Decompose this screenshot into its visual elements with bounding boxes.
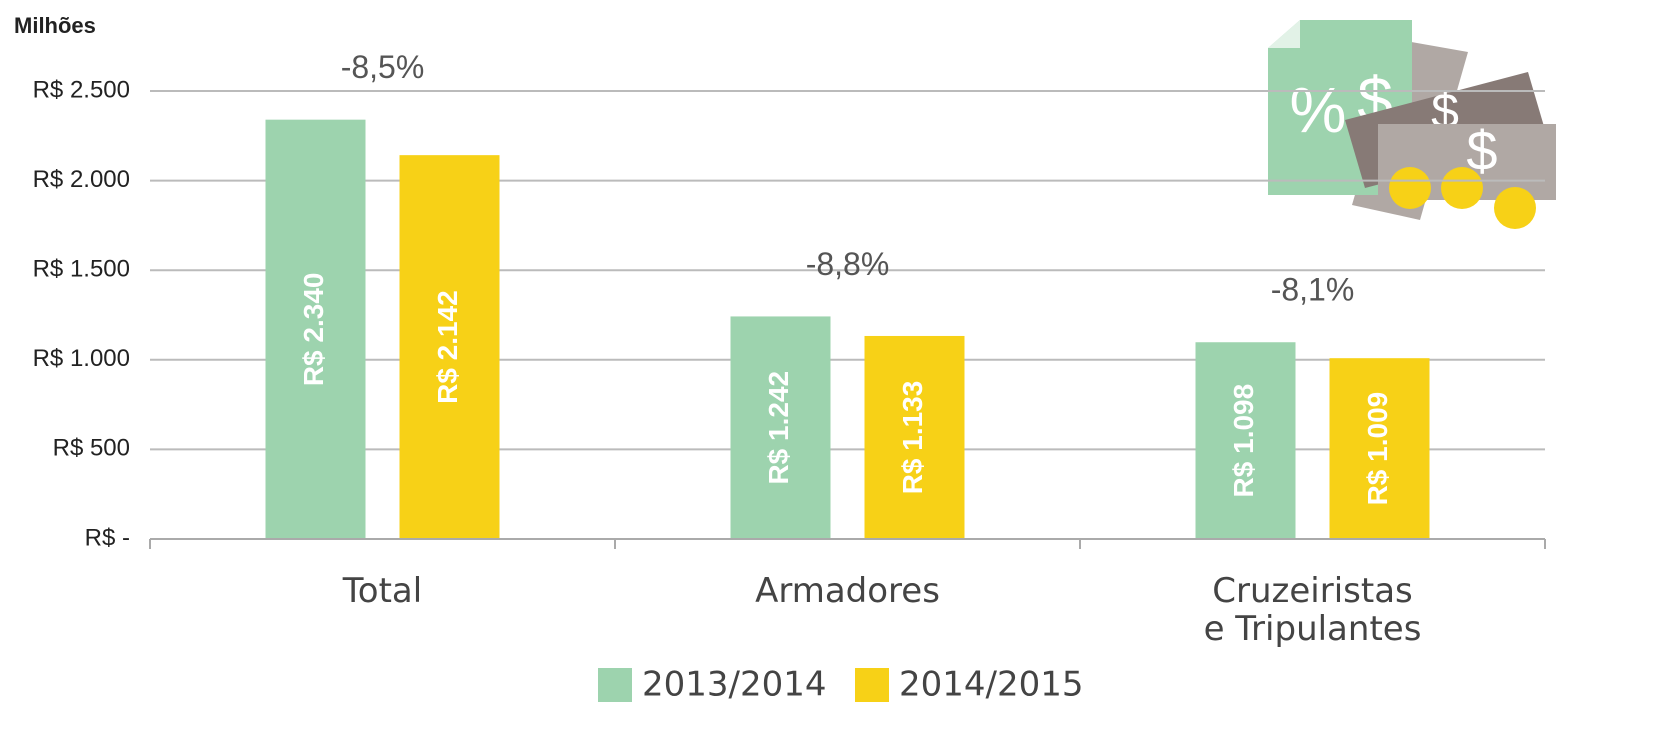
bars: R$ 2.340 R$ 2.142 -8,5% R$ 1.242 R$ 1.133 -8,… (266, 49, 1430, 539)
x-tick-label: Armadores (698, 572, 998, 610)
value-label: R$ 1.133 (897, 381, 928, 495)
legend-label: 2014/2015 (899, 665, 1084, 705)
legend-swatch (598, 668, 632, 702)
legend: 2013/2014 2014/2015 (598, 665, 1084, 705)
change-label: -8,8% (806, 246, 890, 282)
x-tick-label: Cruzeiristas e Tripulantes (1163, 572, 1463, 648)
chart-page: Milhões % $ $ $ R$ - R$ 500 R$ 1.000 R$ 1.5… (0, 0, 1656, 739)
value-label: R$ 1.009 (1362, 392, 1393, 506)
change-label: -8,5% (341, 49, 425, 85)
legend-swatch (855, 668, 889, 702)
legend-label: 2013/2014 (642, 665, 827, 705)
y-tick-label: R$ 1.000 (33, 345, 130, 372)
y-tick-label: R$ 1.500 (33, 256, 130, 283)
y-tick-label: R$ 2.000 (33, 166, 130, 193)
value-label: R$ 1.098 (1228, 384, 1259, 498)
value-label: R$ 2.142 (432, 290, 463, 404)
value-label: R$ 2.340 (298, 273, 329, 387)
y-axis-label: Milhões (14, 13, 96, 38)
change-label: -8,1% (1271, 272, 1355, 308)
y-tick-label: R$ 2.500 (33, 76, 130, 103)
y-tick-label: R$ - (85, 524, 130, 551)
value-label: R$ 1.242 (763, 371, 794, 485)
money-icon: % $ $ $ (1268, 20, 1556, 229)
x-tick-label: Total (233, 572, 533, 610)
svg-text:%: % (1290, 74, 1347, 146)
x-axis (150, 539, 1545, 549)
y-tick-label: R$ 500 (53, 435, 130, 462)
